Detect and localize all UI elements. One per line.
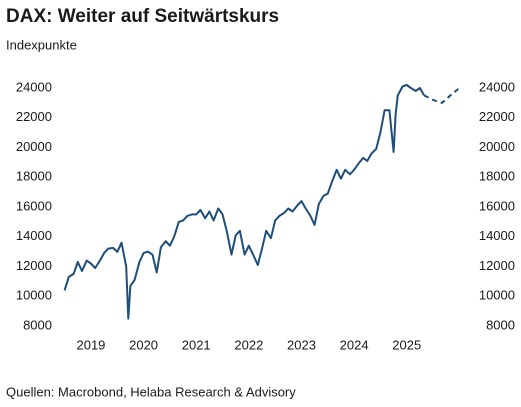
y-tick-label: 12000: [16, 258, 52, 273]
y2-tick-label: 18000: [479, 169, 515, 184]
x-tick-label: 2022: [234, 337, 263, 352]
x-tick-label: 2020: [129, 337, 158, 352]
y2-tick-label: 10000: [479, 288, 515, 303]
x-tick-label: 2019: [76, 337, 105, 352]
y-tick-label: 14000: [16, 228, 52, 243]
x-tick-label: 2021: [182, 337, 211, 352]
y2-tick-label: 14000: [479, 228, 515, 243]
y2-tick-label: 20000: [479, 139, 515, 154]
y2-tick-label: 22000: [479, 109, 515, 124]
y-tick-label: 8000: [23, 317, 52, 332]
y-tick-label: 10000: [16, 288, 52, 303]
y-tick-label: 18000: [16, 169, 52, 184]
chart-title: DAX: Weiter auf Seitwärtskurs: [6, 6, 279, 27]
y-tick-label: 16000: [16, 198, 52, 213]
x-tick-label: 2023: [287, 337, 316, 352]
source-note: Quellen: Macrobond, Helaba Research & Ad…: [6, 384, 296, 399]
y2-tick-label: 12000: [479, 258, 515, 273]
x-tick-label: 2025: [392, 337, 421, 352]
y-tick-label: 24000: [16, 79, 52, 94]
y2-tick-label: 16000: [479, 198, 515, 213]
chart-subtitle: Indexpunkte: [6, 37, 77, 52]
x-tick-label: 2024: [340, 337, 369, 352]
y-tick-label: 20000: [16, 139, 52, 154]
index-line: [63, 84, 425, 320]
y2-tick-label: 24000: [479, 79, 515, 94]
forecast-line: [423, 87, 461, 104]
y-tick-label: 22000: [16, 109, 52, 124]
y2-tick-label: 8000: [486, 317, 515, 332]
